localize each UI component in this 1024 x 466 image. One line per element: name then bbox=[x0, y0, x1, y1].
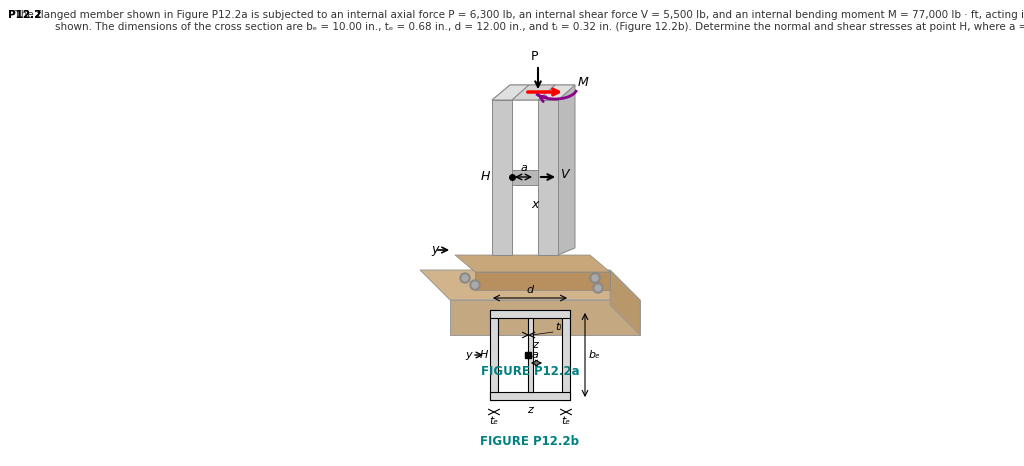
Bar bbox=[490, 310, 498, 400]
Bar bbox=[490, 310, 570, 318]
Text: H: H bbox=[479, 350, 488, 360]
Text: FIGURE P12.2b: FIGURE P12.2b bbox=[480, 435, 580, 448]
Polygon shape bbox=[420, 270, 640, 300]
Text: P: P bbox=[531, 50, 539, 63]
Text: V: V bbox=[560, 169, 568, 181]
Text: tₗ: tₗ bbox=[555, 322, 561, 332]
Text: a: a bbox=[531, 350, 539, 360]
Text: tₑ: tₑ bbox=[561, 416, 570, 426]
Circle shape bbox=[590, 273, 600, 283]
Bar bbox=[562, 310, 570, 400]
Circle shape bbox=[460, 273, 470, 283]
Polygon shape bbox=[492, 85, 529, 100]
Circle shape bbox=[462, 275, 468, 281]
Circle shape bbox=[593, 283, 603, 293]
Text: x: x bbox=[531, 199, 539, 212]
Text: y: y bbox=[465, 350, 472, 360]
Polygon shape bbox=[610, 270, 640, 335]
Text: a: a bbox=[520, 163, 527, 173]
Text: H: H bbox=[480, 171, 490, 184]
Circle shape bbox=[592, 275, 598, 281]
Polygon shape bbox=[475, 272, 610, 290]
Text: shown. The dimensions of the cross section are bₑ = 10.00 in., tₑ = 0.68 in., d : shown. The dimensions of the cross secti… bbox=[55, 22, 1024, 32]
Circle shape bbox=[595, 285, 601, 291]
Text: FIGURE P12.2a: FIGURE P12.2a bbox=[480, 365, 580, 378]
Polygon shape bbox=[538, 100, 558, 255]
Text: d: d bbox=[526, 285, 534, 295]
Polygon shape bbox=[512, 170, 538, 185]
Polygon shape bbox=[455, 255, 610, 272]
Polygon shape bbox=[450, 300, 640, 335]
Polygon shape bbox=[492, 85, 575, 100]
Text: P12.2: P12.2 bbox=[8, 10, 41, 20]
Circle shape bbox=[472, 282, 478, 288]
Polygon shape bbox=[492, 100, 512, 255]
Text: z: z bbox=[527, 405, 532, 415]
Bar bbox=[528, 318, 534, 392]
Text: The flanged member shown in Figure P12.2a is subjected to an internal axial forc: The flanged member shown in Figure P12.2… bbox=[8, 10, 1024, 20]
Text: tₑ: tₑ bbox=[489, 416, 499, 426]
Polygon shape bbox=[558, 85, 575, 255]
Polygon shape bbox=[538, 85, 575, 100]
Text: M: M bbox=[578, 75, 589, 89]
Polygon shape bbox=[512, 85, 555, 100]
Bar bbox=[490, 392, 570, 400]
Text: P12.2: P12.2 bbox=[8, 10, 41, 20]
Text: z: z bbox=[532, 340, 538, 350]
Circle shape bbox=[470, 280, 480, 290]
Text: y: y bbox=[431, 244, 438, 256]
Text: bₑ: bₑ bbox=[589, 350, 601, 360]
